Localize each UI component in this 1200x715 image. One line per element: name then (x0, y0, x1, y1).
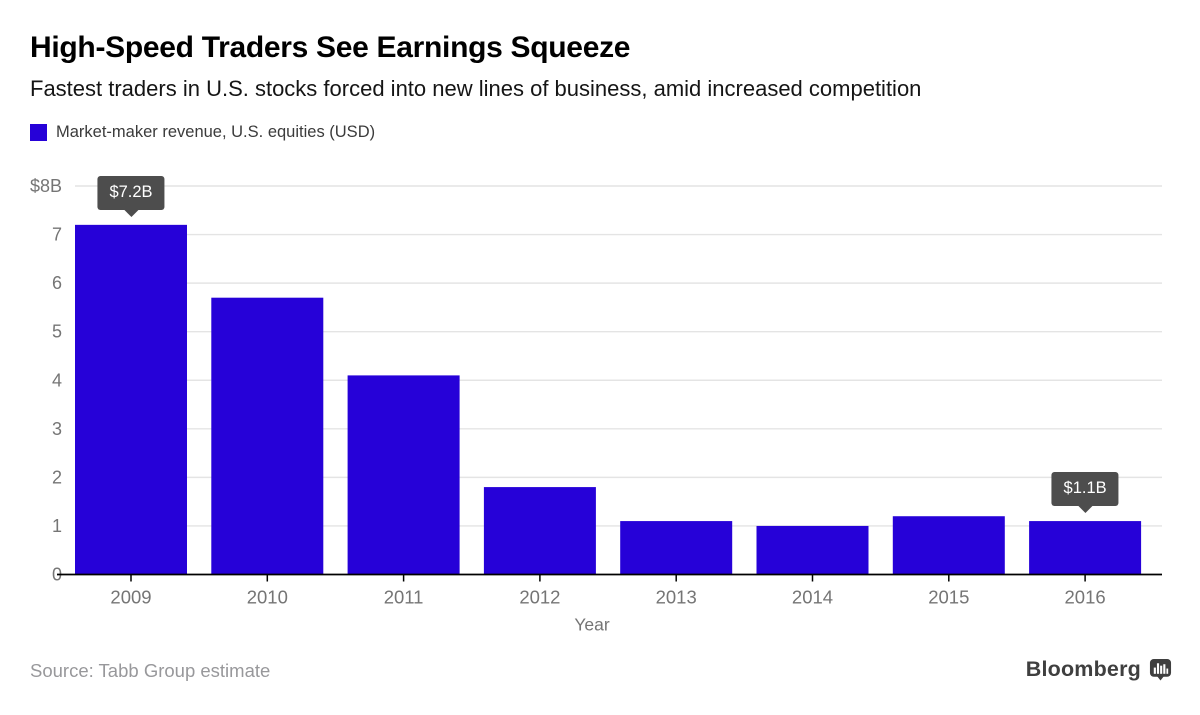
x-axis-tick-label: 2011 (384, 587, 424, 608)
bar-2009[interactable] (75, 224, 187, 575)
x-axis-tick-label: 2016 (1065, 587, 1106, 608)
x-axis-tick-label: 2015 (928, 587, 969, 608)
bloomberg-chart-icon (1149, 658, 1172, 681)
x-axis-tick-label: 2010 (247, 587, 288, 608)
source-note: Source: Tabb Group estimate (30, 660, 271, 681)
bar-chart: 0 1 2 3 4 5 6 7 $8B 2009 2010 2011 2012 2013 2014 2015 2… (0, 165, 1200, 645)
bloomberg-logo: Bloomberg (1026, 657, 1172, 682)
legend: Market-maker revenue, U.S. equities (USD… (30, 123, 375, 142)
y-axis-tick-label: 0 (52, 565, 62, 585)
y-axis-tick-label: 4 (52, 370, 62, 390)
y-axis-tick-label: 1 (52, 516, 62, 536)
bar-2016[interactable] (1029, 521, 1142, 575)
y-axis-tick-label: 7 (52, 225, 62, 245)
y-axis-tick-label: 3 (52, 419, 62, 439)
bar-2013[interactable] (620, 521, 733, 575)
bar-chart-canvas: 0 1 2 3 4 5 6 7 $8B 2009 2010 2011 2012 2013 2014 2015 2… (30, 176, 1162, 635)
bar-2011[interactable] (347, 375, 460, 575)
page-title: High-Speed Traders See Earnings Squeeze (30, 31, 631, 64)
x-axis-tick-label: 2013 (656, 587, 697, 608)
x-axis-tick-label: 2014 (792, 587, 833, 608)
x-axis-title: Year (574, 615, 610, 635)
y-axis-tick-label: 5 (52, 322, 62, 342)
value-callout-2016: $1.1B (1051, 472, 1119, 507)
x-axis-tick-label: 2012 (519, 587, 560, 608)
legend-label: Market-maker revenue, U.S. equities (USD… (56, 123, 376, 141)
x-axis-tick-label: 2009 (110, 587, 151, 608)
value-callout-2009: $7.2B (97, 175, 165, 210)
legend-swatch (30, 124, 47, 141)
bar-2012[interactable] (483, 487, 596, 575)
bar-2010[interactable] (211, 297, 324, 575)
page-subtitle: Fastest traders in U.S. stocks forced in… (30, 76, 922, 101)
y-axis-tick-label: 6 (52, 273, 62, 293)
y-axis-tick-label: $8B (30, 176, 62, 196)
bar-2015[interactable] (892, 516, 1005, 575)
y-axis-tick-label: 2 (52, 467, 62, 487)
bar-2014[interactable] (756, 525, 869, 575)
bloomberg-wordmark: Bloomberg (1025, 657, 1141, 681)
